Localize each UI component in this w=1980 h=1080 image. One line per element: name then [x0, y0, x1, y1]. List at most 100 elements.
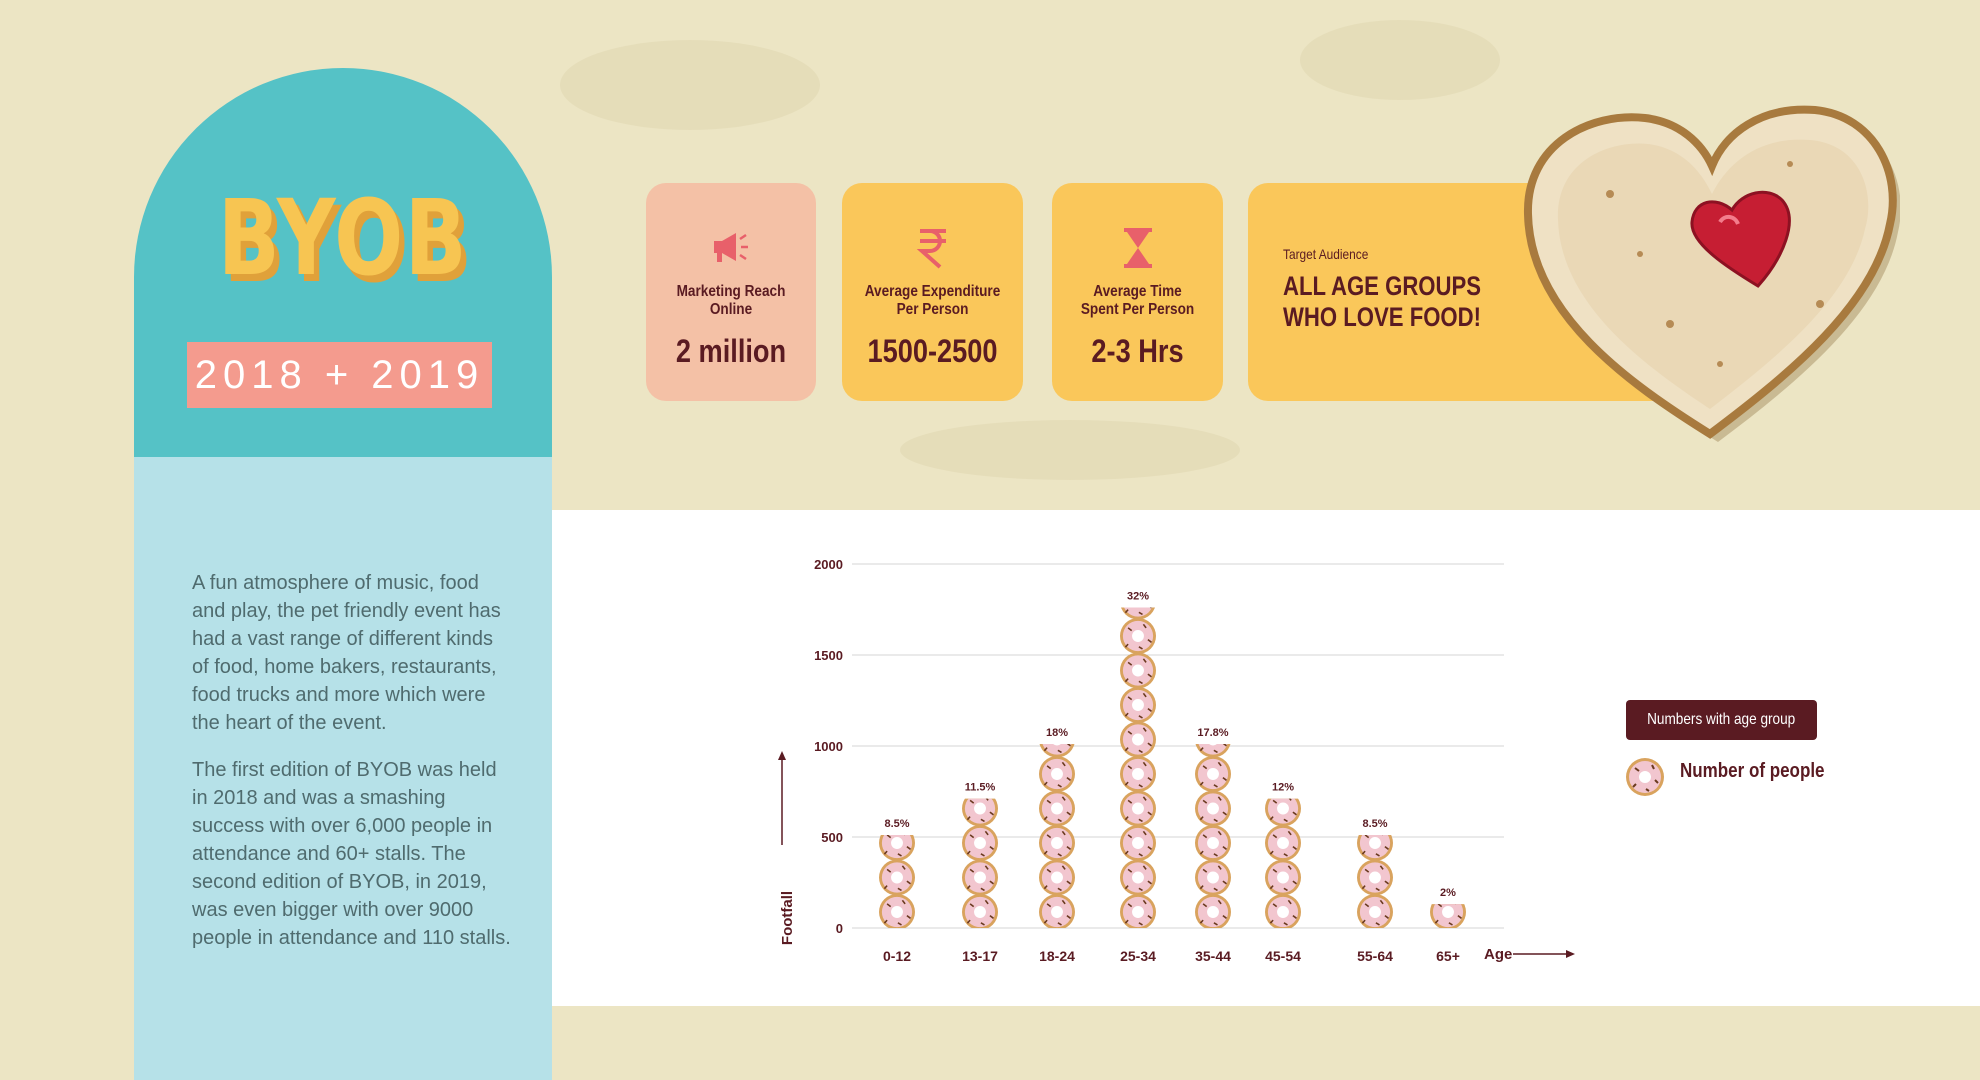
donut-mark	[1039, 825, 1075, 861]
x-tick-label: 65+	[1436, 948, 1460, 964]
footfall-chart: 0 500 1000 1500 2000 Footfall Age 8.5% 0-12 11.5%…	[778, 557, 1575, 964]
chart-panel: 0 500 1000 1500 2000 Footfall Age 8.5% 0-12 11.5%…	[552, 510, 1980, 1006]
hourglass-icon	[1052, 225, 1223, 271]
data-label: 18%	[1046, 727, 1068, 739]
stat-label: Marketing Reach Online	[666, 283, 797, 319]
x-tick-label: 55-64	[1357, 948, 1393, 964]
rupee-icon	[842, 225, 1023, 271]
donut-mark	[1357, 859, 1393, 896]
data-label: 12%	[1272, 782, 1294, 794]
target-audience-line1: ALL AGE GROUPS	[1283, 271, 1482, 301]
legend-item-label: Number of people	[1680, 760, 1825, 782]
data-label: 2%	[1440, 887, 1456, 899]
stat-label: Average Time Spent Per Person	[1072, 283, 1204, 319]
description-paragraph-1: A fun atmosphere of music, food and play…	[192, 572, 501, 734]
donut-mark	[1039, 859, 1075, 896]
x-axis-arrowhead	[1566, 950, 1575, 958]
stat-value: 2 million	[675, 333, 787, 369]
donut-mark	[1195, 859, 1231, 896]
donut-mark	[1120, 652, 1156, 689]
donut-mark	[1265, 825, 1301, 861]
stat-card-expenditure: Average Expenditure Per Person 1500-2500	[842, 183, 1023, 401]
y-tick-label: 500	[821, 830, 843, 845]
legend-title-text: Numbers with age group	[1647, 711, 1796, 728]
donut-mark	[1357, 835, 1393, 861]
bar-65+	[1430, 904, 1466, 929]
donut-mark	[1039, 790, 1075, 827]
donut-mark	[1265, 894, 1301, 928]
legend-title: Numbers with age group	[1626, 700, 1817, 740]
stat-card-marketing-reach: Marketing Reach Online 2 million	[646, 183, 816, 401]
donut-mark	[1120, 825, 1156, 861]
stat-label-line1: Average Expenditure	[864, 283, 1001, 300]
stat-card-time-spent: Average Time Spent Per Person 2-3 Hrs	[1052, 183, 1223, 401]
bar-18-24	[1039, 744, 1075, 928]
y-tick-label: 1500	[814, 648, 843, 663]
donut-mark	[962, 894, 998, 928]
target-audience-line2: WHO LOVE FOOD!	[1283, 302, 1482, 332]
description-paragraph-2: The first edition of BYOB was held in 20…	[192, 759, 511, 949]
donut-mark	[1265, 859, 1301, 896]
stat-value: 2-3 Hrs	[1091, 333, 1184, 369]
donut-mark	[962, 798, 998, 827]
y-tick-label: 2000	[814, 557, 843, 572]
x-tick-label: 0-12	[883, 948, 911, 964]
donut-mark	[1039, 756, 1075, 792]
bar-0-12	[879, 835, 915, 928]
data-label: 8.5%	[884, 818, 909, 830]
donut-mark	[1430, 904, 1466, 929]
stat-label-line1: Average Time	[1093, 283, 1182, 300]
donut-mark	[1195, 744, 1231, 758]
donut-mark	[1120, 756, 1156, 792]
y-tick-label: 0	[836, 921, 843, 936]
donut-mark	[1120, 859, 1156, 896]
donut-mark	[1120, 721, 1156, 758]
x-tick-label: 45-54	[1265, 948, 1301, 964]
brand-title: BYOB	[217, 177, 469, 299]
year-badge: 2018 + 2019	[187, 342, 492, 408]
stat-label: Average Expenditure Per Person	[862, 283, 1002, 319]
donut-mark	[962, 859, 998, 896]
data-label: 8.5%	[1362, 818, 1387, 830]
data-label: 11.5%	[965, 782, 996, 794]
donut-mark	[879, 894, 915, 928]
bar-25-34	[1120, 607, 1156, 928]
donut-mark	[879, 835, 915, 861]
bar-35-44	[1195, 744, 1231, 928]
x-axis-label: Age	[1484, 946, 1512, 963]
donut-mark	[1039, 894, 1075, 928]
donut-icon	[1626, 758, 1664, 796]
y-axis-label: Footfall	[779, 891, 796, 945]
brand-panel: BYOB 2018 + 2019 A fun atmosphere of mus…	[134, 68, 552, 1080]
bar-55-64	[1357, 835, 1393, 928]
donut-mark	[1120, 687, 1156, 723]
bar-45-54	[1265, 798, 1301, 928]
stat-value: 1500-2500	[867, 333, 998, 369]
heart-cookie-illustration	[1523, 105, 1900, 442]
stat-label-line2: Per Person	[896, 301, 969, 318]
donut-mark	[1120, 790, 1156, 827]
description-panel	[134, 457, 552, 1080]
donut-mark	[1120, 618, 1156, 654]
stat-label-line2: Spent Per Person	[1080, 301, 1195, 318]
donut-mark	[1195, 756, 1231, 792]
donut-mark	[1120, 894, 1156, 928]
y-tick-label: 1000	[814, 739, 843, 754]
background-texture	[560, 40, 820, 130]
data-label: 17.8%	[1197, 727, 1228, 739]
donut-mark	[1121, 607, 1155, 620]
megaphone-icon	[646, 225, 816, 271]
donut-mark	[1039, 744, 1075, 758]
donut-mark	[1357, 894, 1393, 928]
donut-mark	[1195, 790, 1231, 827]
donut-mark	[1265, 798, 1301, 827]
background-texture	[1300, 20, 1500, 100]
x-tick-label: 25-34	[1120, 948, 1156, 964]
donut-mark	[1195, 825, 1231, 861]
x-tick-label: 18-24	[1039, 948, 1075, 964]
data-label: 32%	[1127, 591, 1149, 603]
stat-label-line1: Marketing Reach	[676, 283, 786, 300]
x-tick-label: 35-44	[1195, 948, 1231, 964]
x-tick-label: 13-17	[962, 948, 998, 964]
target-audience-label: Target Audience	[1283, 246, 1369, 262]
